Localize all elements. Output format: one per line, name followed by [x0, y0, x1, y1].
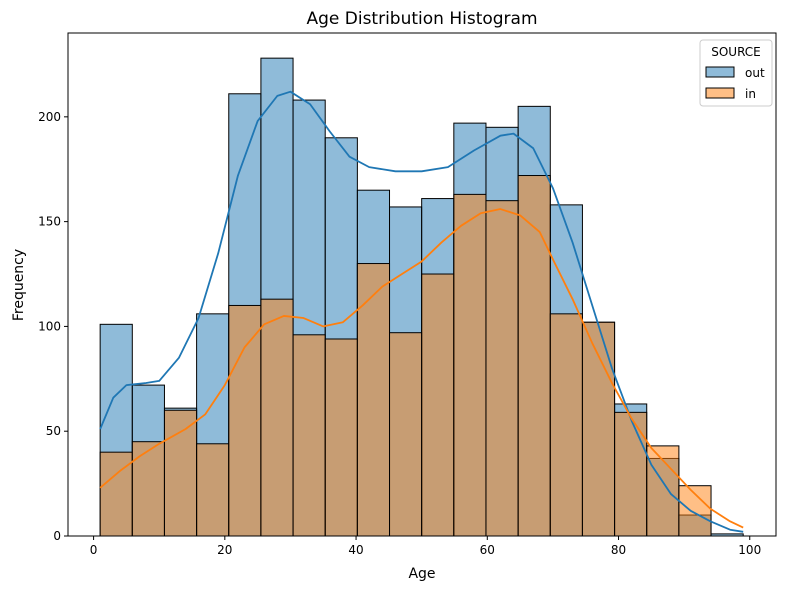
bar-in-6 — [292, 334, 326, 537]
legend: SOURCE out in — [699, 39, 773, 107]
plot-area — [67, 32, 777, 537]
x-tick-label-100: 100 — [738, 543, 761, 557]
x-tick-label-40: 40 — [348, 543, 363, 557]
bar-in-10 — [421, 273, 455, 537]
legend-swatch-out — [705, 66, 735, 78]
legend-title: SOURCE — [711, 45, 761, 59]
x-axis-title: Age — [408, 566, 435, 582]
bar-in-1 — [131, 441, 165, 537]
x-tick-label-60: 60 — [480, 543, 495, 557]
kde-layer — [99, 90, 744, 533]
legend-label-in: in — [745, 87, 756, 101]
bar-in-7 — [324, 338, 358, 537]
chart-title: Age Distribution Histogram — [306, 9, 537, 29]
bar-in-9 — [389, 332, 423, 537]
bars-layer — [99, 57, 744, 537]
y-tick-label-0: 0 — [53, 529, 61, 543]
bar-in-12 — [485, 200, 519, 537]
bar-in-2 — [163, 409, 198, 537]
y-tick-label-50: 50 — [46, 424, 61, 438]
bar-in-16 — [614, 411, 648, 537]
x-tick-label-20: 20 — [217, 543, 232, 557]
bar-in-11 — [453, 193, 487, 537]
bar-in-13 — [517, 175, 551, 537]
y-axis-title: Frequency — [11, 249, 27, 321]
kde-line-in — [99, 208, 744, 529]
bar-in-5 — [260, 298, 294, 537]
y-tick-label-150: 150 — [38, 215, 61, 229]
x-tick-label-80: 80 — [611, 543, 626, 557]
y-tick-label-200: 200 — [38, 110, 61, 124]
legend-label-out: out — [745, 66, 765, 80]
bar-in-8 — [356, 263, 391, 537]
x-tick-label-0: 0 — [90, 543, 98, 557]
bar-in-3 — [196, 443, 230, 537]
plot-frame — [67, 32, 777, 537]
x-axis: 0 20 40 60 80 100 — [90, 536, 761, 557]
bar-in-14 — [549, 313, 583, 537]
bar-in-4 — [228, 304, 262, 537]
legend-swatch-in — [705, 87, 735, 99]
kde-line-out — [99, 90, 744, 533]
y-tick-label-100: 100 — [38, 319, 61, 333]
y-axis: 0 50 100 150 200 — [38, 110, 68, 543]
